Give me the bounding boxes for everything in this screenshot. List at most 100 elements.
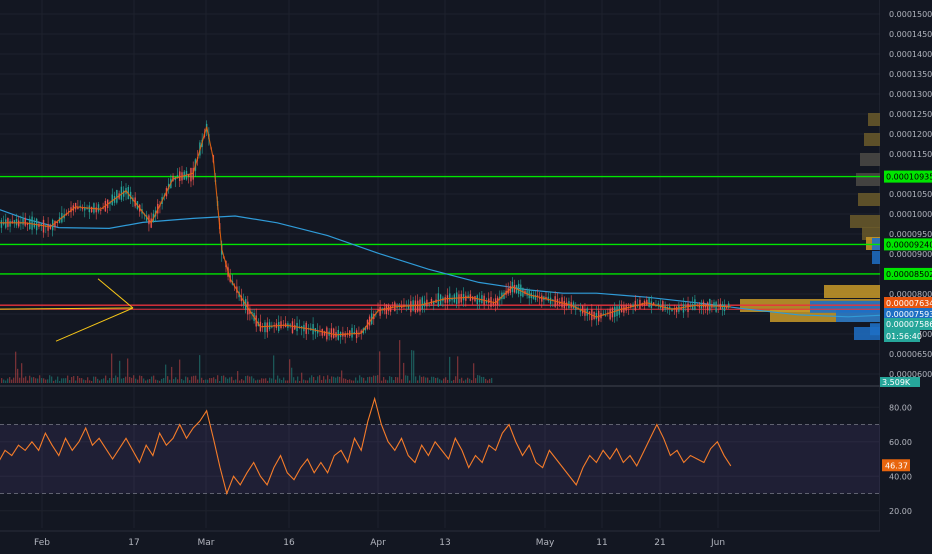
candle-body xyxy=(179,171,181,181)
candle-body xyxy=(630,304,632,308)
candle-body xyxy=(581,305,584,314)
volume-bar xyxy=(471,380,473,383)
candle-body xyxy=(400,306,403,309)
volume-bar xyxy=(203,380,205,383)
volume-bar xyxy=(91,380,93,383)
volume-bar xyxy=(339,376,341,383)
volume-bar xyxy=(361,377,363,383)
volume-bar xyxy=(245,376,247,383)
candle-body xyxy=(389,305,392,312)
volume-bar xyxy=(1,378,3,383)
volume-bar xyxy=(383,377,385,383)
volume-bar xyxy=(93,376,95,383)
candle-body xyxy=(458,294,460,304)
volume-bar xyxy=(25,376,27,383)
volume-tag-label: 3.509K xyxy=(882,378,911,387)
candle-body xyxy=(694,299,696,310)
volume-bar xyxy=(205,379,207,383)
volume-bar xyxy=(427,377,429,383)
candle-body xyxy=(31,216,33,230)
candle-body xyxy=(102,207,104,209)
volume-bar xyxy=(265,378,267,383)
volume-bar xyxy=(235,379,237,383)
volume-bar xyxy=(433,376,435,383)
volume-bar xyxy=(379,351,381,383)
time-axis[interactable]: Feb 17 Mar 16 Apr 13 May 11 21 Jun xyxy=(34,538,725,548)
volume-bar xyxy=(459,379,461,383)
volume-bar xyxy=(139,375,141,383)
triangle-upper-line xyxy=(97,278,134,309)
volume-bar xyxy=(153,375,155,383)
volume-bar xyxy=(475,378,477,383)
volume-bar xyxy=(319,375,321,383)
candle-body xyxy=(691,303,694,311)
volume-bar xyxy=(181,378,183,383)
triangle-pattern xyxy=(0,278,134,342)
candle-body xyxy=(449,293,451,302)
volume-bar xyxy=(317,376,319,383)
volume-bar xyxy=(109,378,111,383)
volume-bar xyxy=(149,379,151,383)
triangle-lower-line xyxy=(55,307,134,342)
price-tag-label: 0.00007586 xyxy=(886,320,932,329)
volume-bar xyxy=(377,375,379,383)
volume-bar xyxy=(405,375,407,383)
candle-body xyxy=(682,304,685,313)
volume-bar xyxy=(311,375,313,383)
candle-body xyxy=(47,224,49,231)
candle-body xyxy=(526,290,528,296)
candle-body xyxy=(539,297,541,299)
candle-body xyxy=(79,205,81,208)
volume-bar xyxy=(483,376,485,383)
volume-bar xyxy=(49,375,51,383)
candle-body xyxy=(24,217,26,226)
candle-body xyxy=(9,220,11,227)
volume-bar xyxy=(369,376,371,383)
candle-body xyxy=(377,309,379,311)
volume-bar xyxy=(479,375,481,383)
volume-bar xyxy=(449,356,451,383)
volume-bar xyxy=(17,368,19,383)
volume-bar xyxy=(419,375,421,383)
candle-body xyxy=(476,295,478,305)
volume-bar xyxy=(477,375,479,383)
volume-bar xyxy=(347,380,349,383)
volume-bar xyxy=(47,379,49,383)
candle-body xyxy=(88,205,91,213)
volume-bar xyxy=(351,380,353,383)
candle-body xyxy=(478,298,481,303)
volume-bar xyxy=(191,376,193,383)
volume-bar xyxy=(247,375,249,383)
volume-profile-bar xyxy=(870,323,880,336)
level-price-label: 0.00008502 xyxy=(886,270,932,279)
candle-body xyxy=(70,207,72,213)
volume-bar xyxy=(129,376,131,383)
candle-body xyxy=(494,298,497,306)
price-close-line xyxy=(0,126,731,336)
volume-bar xyxy=(29,375,31,383)
volume-bar xyxy=(305,380,307,383)
volume-bar xyxy=(349,379,351,383)
volume-bar xyxy=(253,378,255,383)
volume-bar xyxy=(207,379,209,383)
candle-body xyxy=(100,210,102,211)
candle-body xyxy=(321,329,323,336)
volume-bar xyxy=(89,380,91,383)
volume-bar xyxy=(57,376,59,383)
candle-body xyxy=(501,292,503,300)
volume-bar xyxy=(417,380,419,383)
volume-bar xyxy=(323,376,325,383)
volume-bar xyxy=(469,378,471,383)
candle-body xyxy=(485,300,488,303)
volume-bar xyxy=(51,376,53,383)
level-price-tag xyxy=(884,267,932,280)
volume-bar xyxy=(9,377,11,383)
rsi-tick-label: 20.00 xyxy=(889,507,912,516)
volume-bar xyxy=(209,378,211,383)
candle-body xyxy=(503,292,505,299)
volume-bar xyxy=(403,362,405,383)
